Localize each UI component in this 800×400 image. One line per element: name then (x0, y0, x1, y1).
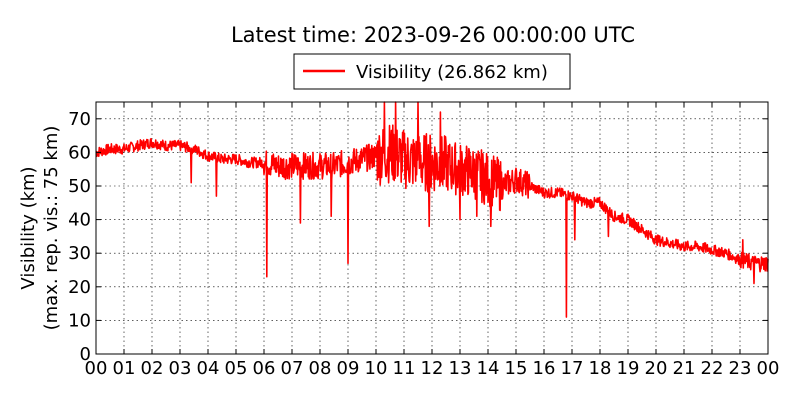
x-tick-label: 14 (477, 358, 500, 379)
x-tick-label: 01 (113, 358, 136, 379)
x-tick-label: 10 (365, 358, 388, 379)
legend: Visibility (26.862 km) (293, 53, 571, 90)
x-tick-label: 16 (533, 358, 556, 379)
x-tick-label: 13 (449, 358, 472, 379)
x-tick-label: 04 (197, 358, 220, 379)
x-tick-label: 19 (617, 358, 640, 379)
x-tick-label: 23 (729, 358, 752, 379)
x-tick-label: 18 (589, 358, 612, 379)
x-tick-label: 11 (393, 358, 416, 379)
y-tick-label: 30 (68, 243, 91, 264)
grid (96, 102, 768, 354)
x-tick-label: 12 (421, 358, 444, 379)
series-line-visibility (95, 101, 769, 318)
y-tick-label: 40 (68, 210, 91, 231)
y-tick-label: 60 (68, 142, 91, 163)
x-tick-label: 20 (645, 358, 668, 379)
y-axis-label: Visibility (km) (max. rep. vis.: 75 km) (18, 126, 62, 331)
x-tick-label: 02 (141, 358, 164, 379)
x-tick-label: 08 (309, 358, 332, 379)
x-tick-label: 21 (673, 358, 696, 379)
chart-title: Latest time: 2023-09-26 00:00:00 UTC (231, 23, 635, 47)
x-tick-label: 00 (757, 358, 780, 379)
x-tick-label: 05 (225, 358, 248, 379)
x-tick-label: 00 (85, 358, 108, 379)
x-tick-label: 06 (253, 358, 276, 379)
y-tick-label: 10 (68, 310, 91, 331)
x-tick-label: 09 (337, 358, 360, 379)
y-tick-label: 70 (68, 109, 91, 130)
legend-label: Visibility (26.862 km) (356, 62, 548, 83)
axes: 00 01 02 03 04 05 06 07 08 09 10 11 12 13 14 15 16 17 18 19… (68, 101, 780, 379)
x-tick-label: 17 (561, 358, 584, 379)
x-tick-label: 03 (169, 358, 192, 379)
x-tick-label: 22 (701, 358, 724, 379)
plot-area (95, 101, 769, 318)
y-tick-label: 20 (68, 277, 91, 298)
x-tick-label: 15 (505, 358, 528, 379)
y-axis-label-line-1: Visibility (km) (18, 166, 39, 289)
y-tick-label: 50 (68, 176, 91, 197)
y-axis-label-line-2: (max. rep. vis.: 75 km) (41, 126, 62, 331)
x-tick-label: 07 (281, 358, 304, 379)
y-tick-label: 0 (80, 344, 91, 365)
